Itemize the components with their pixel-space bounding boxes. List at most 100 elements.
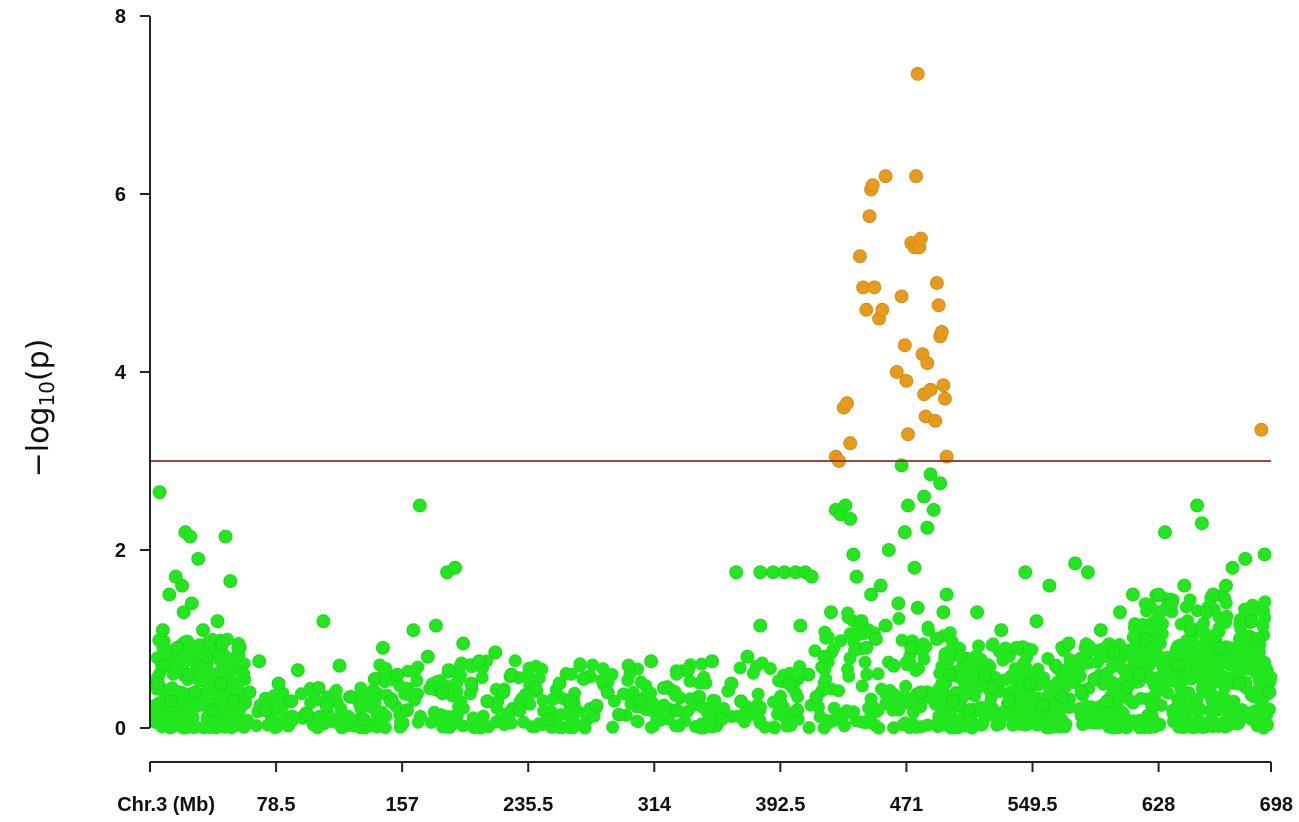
data-point [729,565,744,580]
data-point [181,667,196,682]
data-point [630,714,644,728]
data-point [855,679,869,693]
data-point [1206,587,1221,602]
data-point [946,694,960,709]
data-point [985,638,999,652]
data-point [370,720,384,734]
data-point [935,677,949,691]
data-point [901,427,915,442]
data-point [342,709,356,723]
data-point [943,626,957,640]
data-point [996,653,1010,667]
data-point [936,378,951,393]
data-point [1145,698,1160,713]
data-point [864,692,878,706]
data-point [576,672,591,686]
data-point [1062,700,1076,714]
data-point [285,709,299,723]
data-point [411,660,425,674]
data-point [1225,560,1240,575]
data-point [168,569,183,584]
data-point [441,663,456,677]
data-point [488,645,503,660]
data-point [657,681,671,695]
data-point [793,660,807,673]
data-point [252,654,267,669]
data-point [902,720,916,734]
data-point [423,682,437,696]
data-point [429,711,443,725]
data-point [1238,643,1251,657]
data-point [978,667,992,682]
data-point [928,413,943,428]
data-point [441,710,455,723]
data-point [621,658,636,673]
data-point [1200,717,1213,730]
data-point [1220,609,1234,623]
data-point [936,605,951,620]
data-point [1146,642,1160,656]
data-point [1177,645,1191,659]
data-point [476,709,490,723]
data-point [435,685,450,700]
data-point [1126,630,1140,644]
data-point [755,656,769,670]
data-point [1087,672,1102,686]
data-point [907,560,922,575]
data-point [1217,675,1231,689]
data-point [1256,619,1270,633]
data-point [191,552,206,566]
data-point [319,698,334,713]
data-point [1183,623,1198,637]
data-point [199,649,214,664]
data-point [817,676,831,690]
data-point [480,694,495,709]
data-point [1024,688,1038,702]
data-point [700,705,714,719]
data-point [1171,658,1185,673]
data-point [367,672,382,686]
data-point [804,569,819,584]
data-point [1216,655,1230,669]
data-point [1134,691,1148,705]
data-point [910,67,925,81]
data-point [453,659,467,673]
data-point [490,701,504,715]
data-point [231,641,246,655]
data-point [1082,639,1096,653]
data-point [559,667,573,680]
data-point [580,713,594,727]
y-axis-title-subscript: 10 [35,381,59,406]
data-point [552,721,566,734]
data-point [596,662,610,676]
data-point [1256,698,1270,712]
data-point [148,698,162,712]
data-point [895,633,909,647]
data-point [454,669,467,682]
data-point [1251,632,1266,646]
data-point [930,632,944,646]
data-point [218,529,233,544]
data-point [894,458,909,473]
data-point [450,685,464,698]
data-point [1027,707,1041,721]
data-point [1244,614,1259,629]
data-point [914,231,928,246]
data-point [899,679,913,693]
y-tick-label: 4 [115,362,127,384]
data-point [249,719,263,733]
data-point [1138,632,1153,646]
data-point [1212,641,1227,655]
data-point [827,701,841,715]
data-point [1106,675,1120,689]
data-point [176,657,190,671]
x-tick-label: 628 [1142,794,1175,816]
data-point [846,547,861,562]
data-point [957,670,971,683]
data-point [1010,641,1025,655]
data-point [669,664,683,678]
data-point [258,703,273,718]
data-point [456,636,471,651]
data-point [938,391,952,406]
data-point [401,664,415,678]
